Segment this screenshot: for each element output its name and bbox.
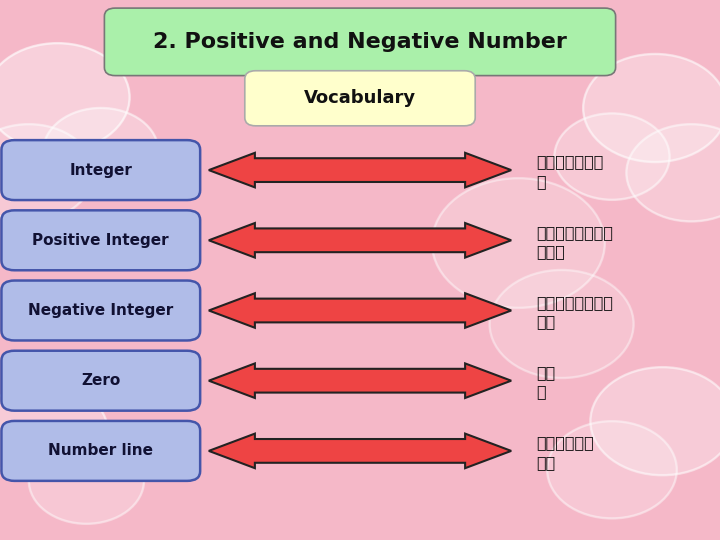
Text: บวก: บวก: [536, 244, 565, 259]
Polygon shape: [209, 363, 511, 398]
Circle shape: [554, 113, 670, 200]
Circle shape: [29, 437, 144, 524]
Circle shape: [590, 367, 720, 475]
Text: Zero: Zero: [81, 373, 120, 388]
FancyBboxPatch shape: [104, 8, 616, 76]
Text: 2. Positive and Negative Number: 2. Positive and Negative Number: [153, 32, 567, 52]
Polygon shape: [209, 153, 511, 187]
Text: ย: ย: [536, 384, 546, 400]
Text: Number line: Number line: [48, 443, 153, 458]
Text: เสนจำน: เสนจำน: [536, 435, 594, 450]
Polygon shape: [209, 434, 511, 468]
Text: ลบ: ลบ: [536, 314, 556, 329]
Text: Vocabulary: Vocabulary: [304, 89, 416, 107]
FancyBboxPatch shape: [1, 421, 200, 481]
Polygon shape: [209, 223, 511, 258]
Circle shape: [547, 421, 677, 518]
Text: จำนวนเตม: จำนวนเตม: [536, 295, 613, 310]
Text: ศน: ศน: [536, 365, 556, 380]
Polygon shape: [209, 293, 511, 328]
FancyBboxPatch shape: [245, 71, 475, 126]
Circle shape: [432, 178, 605, 308]
FancyBboxPatch shape: [1, 351, 200, 410]
FancyBboxPatch shape: [1, 210, 200, 270]
Text: จำนวนเตม: จำนวนเตม: [536, 225, 613, 240]
Circle shape: [626, 124, 720, 221]
Text: วน: วน: [536, 455, 556, 470]
Circle shape: [0, 383, 108, 481]
Text: Negative Integer: Negative Integer: [28, 303, 174, 318]
FancyBboxPatch shape: [1, 281, 200, 341]
Circle shape: [43, 108, 158, 194]
Text: จำนวนเต: จำนวนเต: [536, 154, 604, 170]
FancyBboxPatch shape: [1, 140, 200, 200]
Circle shape: [583, 54, 720, 162]
Text: Integer: Integer: [69, 163, 132, 178]
Circle shape: [0, 124, 94, 221]
Circle shape: [490, 270, 634, 378]
Text: ม: ม: [536, 174, 546, 189]
Circle shape: [0, 43, 130, 151]
Text: Positive Integer: Positive Integer: [32, 233, 169, 248]
